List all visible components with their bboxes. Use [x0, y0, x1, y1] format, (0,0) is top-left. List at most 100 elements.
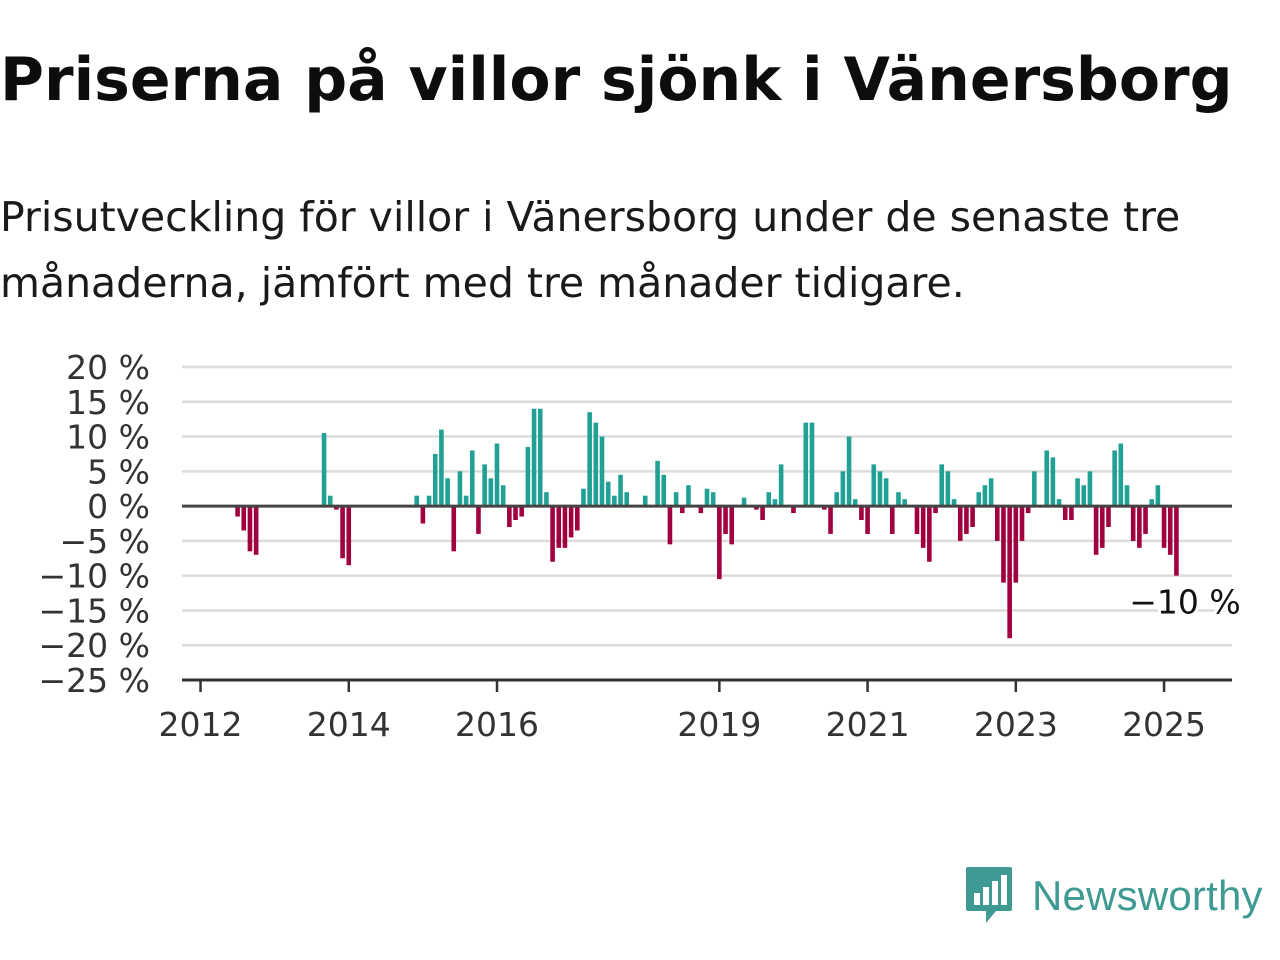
bar — [568, 506, 574, 538]
bar — [1161, 506, 1167, 548]
bar — [340, 506, 345, 559]
bar — [482, 464, 487, 507]
bar — [883, 478, 889, 507]
x-tick-label: 2016 — [455, 705, 539, 744]
bar — [803, 422, 809, 507]
bar — [1130, 506, 1136, 541]
bar — [834, 492, 840, 507]
bar — [235, 506, 240, 517]
bar — [605, 481, 611, 507]
bar — [741, 497, 747, 507]
bar — [896, 492, 901, 507]
bar — [791, 506, 796, 514]
x-tick-label: 2023 — [974, 705, 1058, 744]
bar — [451, 506, 457, 552]
bar — [933, 506, 938, 514]
bar — [439, 429, 444, 507]
bar — [1062, 506, 1068, 521]
bar — [618, 474, 623, 507]
bar — [1025, 506, 1031, 514]
bar — [1001, 506, 1006, 583]
bar — [822, 506, 827, 510]
bar — [1118, 443, 1124, 507]
x-tick-label: 2014 — [307, 705, 391, 744]
bar — [488, 478, 494, 507]
bar — [970, 506, 975, 527]
bar — [865, 506, 870, 534]
bar — [1081, 485, 1087, 507]
bar — [494, 443, 500, 507]
y-tick-label: −10 % — [39, 557, 151, 596]
bar — [537, 408, 543, 507]
bar — [704, 488, 710, 507]
bar — [500, 485, 506, 507]
bars — [235, 408, 1179, 639]
y-tick-label: −15 % — [39, 591, 151, 630]
bar — [1106, 506, 1111, 527]
bar — [327, 495, 333, 507]
bar — [599, 436, 605, 507]
bar — [871, 464, 877, 507]
bar — [624, 492, 630, 507]
bar — [982, 485, 988, 507]
bar — [1019, 506, 1025, 541]
bar — [1093, 506, 1099, 555]
bar — [1155, 485, 1161, 507]
y-tick-label: 0 % — [87, 487, 150, 526]
bar — [994, 506, 1000, 541]
bar — [247, 506, 253, 552]
bar — [1149, 499, 1155, 507]
bar — [507, 506, 512, 527]
bar — [457, 471, 463, 507]
bar — [469, 450, 475, 507]
bar — [840, 471, 846, 507]
bar — [1137, 506, 1142, 548]
bar — [852, 499, 858, 507]
bar — [581, 488, 586, 507]
bar — [976, 492, 982, 507]
bar — [920, 506, 926, 548]
bar — [1112, 450, 1117, 507]
bar — [519, 506, 525, 517]
bar — [1167, 506, 1173, 555]
bar — [414, 495, 420, 507]
bar — [525, 446, 531, 507]
bar — [760, 506, 765, 521]
bar — [723, 506, 728, 534]
bar — [1044, 450, 1050, 507]
y-axis: 20 %15 %10 %5 %0 %−5 %−10 %−15 %−20 %−25… — [39, 348, 151, 700]
bar — [809, 422, 815, 507]
y-tick-label: 20 % — [66, 348, 150, 387]
bar — [544, 492, 549, 507]
bar — [445, 478, 450, 507]
chart-title: Priserna på villor sjönk i Vänersborg — [0, 45, 1233, 115]
bar — [1013, 506, 1019, 583]
bar — [587, 412, 592, 507]
bar — [556, 506, 562, 548]
bar — [667, 506, 673, 545]
bar — [1099, 506, 1105, 548]
bar — [1087, 471, 1093, 507]
bar — [772, 499, 778, 507]
bar — [1050, 457, 1056, 507]
bar — [846, 436, 852, 507]
bar — [420, 506, 426, 524]
y-tick-label: 10 % — [66, 418, 150, 457]
bar — [914, 506, 920, 534]
bar — [927, 506, 932, 562]
x-tick-label: 2019 — [677, 705, 761, 744]
bar — [321, 433, 327, 507]
bar — [463, 495, 469, 507]
bar — [1007, 506, 1012, 639]
bar — [531, 408, 537, 507]
bar — [945, 471, 951, 507]
bar — [766, 492, 772, 507]
bar — [476, 506, 481, 534]
bar — [951, 499, 957, 507]
bar — [877, 471, 883, 507]
bar — [1174, 506, 1179, 576]
bar — [939, 464, 945, 507]
bar — [432, 453, 438, 507]
bar — [642, 495, 648, 507]
bar — [655, 460, 660, 507]
